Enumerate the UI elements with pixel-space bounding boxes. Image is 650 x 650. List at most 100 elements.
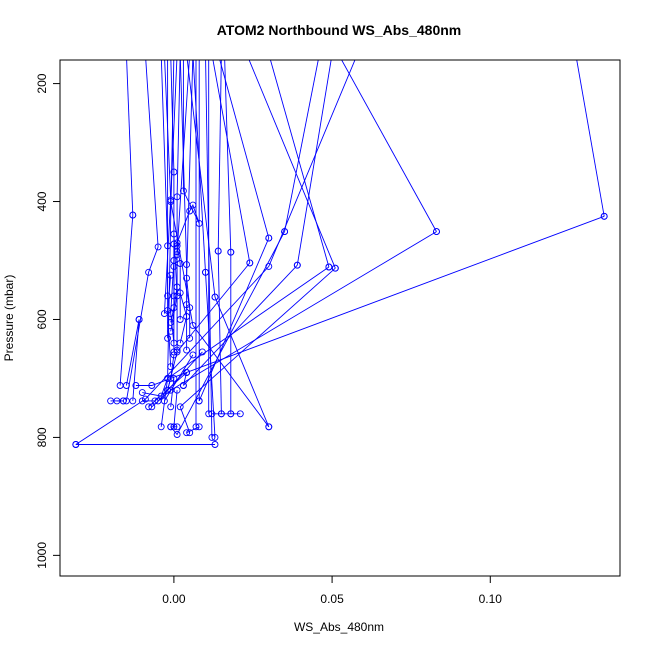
series-path <box>281 60 319 236</box>
series-line <box>224 60 232 253</box>
data-point <box>173 386 181 394</box>
series-path <box>341 60 440 236</box>
data-point <box>167 363 175 371</box>
data-point <box>227 410 235 418</box>
series-path <box>214 60 222 255</box>
data-point <box>236 410 244 418</box>
data-point <box>148 382 156 389</box>
series-path <box>157 263 333 431</box>
data-point <box>167 196 175 204</box>
x-tick-label: 0.05 <box>320 592 344 606</box>
data-point <box>211 441 219 448</box>
series-path <box>167 423 181 431</box>
series-line <box>182 372 188 386</box>
data-point <box>183 346 191 354</box>
data-point <box>186 334 194 342</box>
data-point <box>600 212 608 220</box>
series-path <box>179 60 191 354</box>
data-point <box>167 271 175 279</box>
data-point <box>167 318 175 326</box>
data-point <box>186 304 194 312</box>
data-point <box>173 431 181 438</box>
data-point <box>145 403 153 411</box>
data-point <box>170 351 178 359</box>
series-line <box>170 286 178 323</box>
series-path <box>224 60 235 256</box>
series-line <box>179 292 188 344</box>
series-line <box>179 60 188 351</box>
series-line <box>163 60 172 314</box>
series-path <box>126 60 137 219</box>
series-path <box>176 264 339 437</box>
data-point <box>208 433 216 441</box>
series-line <box>167 275 172 367</box>
data-point <box>164 242 172 250</box>
data-point <box>170 168 178 176</box>
data-point <box>183 313 191 320</box>
data-point <box>135 316 143 323</box>
series-line <box>125 319 140 386</box>
data-point <box>122 382 130 389</box>
series-line <box>183 264 298 386</box>
data-point <box>138 397 146 405</box>
data-point <box>170 374 178 382</box>
data-point <box>195 423 203 431</box>
series-line <box>186 426 200 434</box>
series-line <box>179 267 336 433</box>
series-path <box>214 247 225 418</box>
series-line <box>176 60 190 351</box>
series-line <box>170 378 175 407</box>
chart-title: ATOM2 Northbound WS_Abs_480nm <box>217 22 462 38</box>
data-point <box>331 264 339 272</box>
data-point <box>164 334 172 342</box>
series-line <box>186 60 194 339</box>
data-point <box>154 243 162 251</box>
series-path <box>122 60 162 405</box>
data-point <box>293 261 301 269</box>
data-point <box>179 382 187 389</box>
data-point <box>281 228 289 236</box>
series-line <box>284 60 319 232</box>
y-tick-label: 800 <box>35 427 49 447</box>
data-point <box>183 274 191 282</box>
series-line <box>75 60 356 445</box>
series-path <box>107 397 127 405</box>
y-tick-label: 1000 <box>35 542 49 569</box>
series-line <box>170 233 178 332</box>
data-point <box>160 397 168 405</box>
series-path <box>148 228 440 411</box>
series-line <box>151 231 437 408</box>
series-line <box>217 60 222 252</box>
data-point <box>189 351 197 359</box>
data-point <box>129 397 137 405</box>
series-path <box>167 228 289 438</box>
series-line <box>125 60 159 401</box>
data-point <box>265 423 273 431</box>
data-point <box>205 410 213 418</box>
y-axis: 200 400 600 800 1000 <box>35 73 60 569</box>
series-line <box>214 296 270 427</box>
series-path <box>186 60 219 301</box>
series-line <box>173 390 178 427</box>
data-point <box>173 423 181 431</box>
series-path <box>122 316 143 389</box>
data-point <box>214 247 222 255</box>
series-path <box>72 441 219 448</box>
data-point <box>167 310 175 318</box>
y-tick-label: 600 <box>35 309 49 329</box>
x-axis: 0.00 0.05 0.10 <box>162 575 502 606</box>
data-point <box>151 397 159 405</box>
series-path <box>211 293 273 431</box>
data-point <box>217 410 225 418</box>
data-point <box>176 316 184 323</box>
data-point <box>179 187 187 195</box>
data-point <box>186 207 194 215</box>
data-point <box>129 211 137 219</box>
data-point <box>170 257 178 264</box>
series-path <box>205 60 213 418</box>
data-point <box>157 392 165 400</box>
series-path <box>576 60 608 220</box>
series-line <box>176 60 181 255</box>
series-path <box>208 410 244 418</box>
series-line <box>132 319 140 401</box>
